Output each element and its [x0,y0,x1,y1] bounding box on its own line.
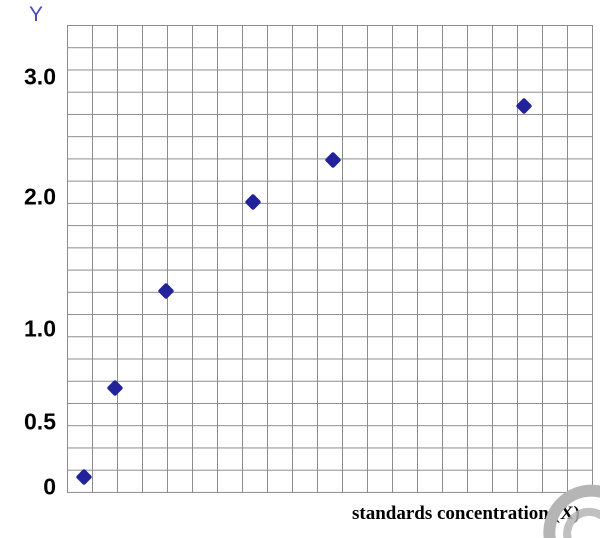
y-tick-label: 2.0 [24,183,56,210]
y-tick-label: 3.0 [24,63,56,90]
y-tick-label: 0.5 [24,408,56,435]
y-tick-label: 1.0 [24,315,56,342]
plot-area [67,25,593,493]
watermark-logo [543,484,600,538]
x-axis-label: standards concentration (X) [352,503,580,524]
y-axis-title: Y [29,3,44,26]
y-tick-label: 0 [43,473,56,500]
